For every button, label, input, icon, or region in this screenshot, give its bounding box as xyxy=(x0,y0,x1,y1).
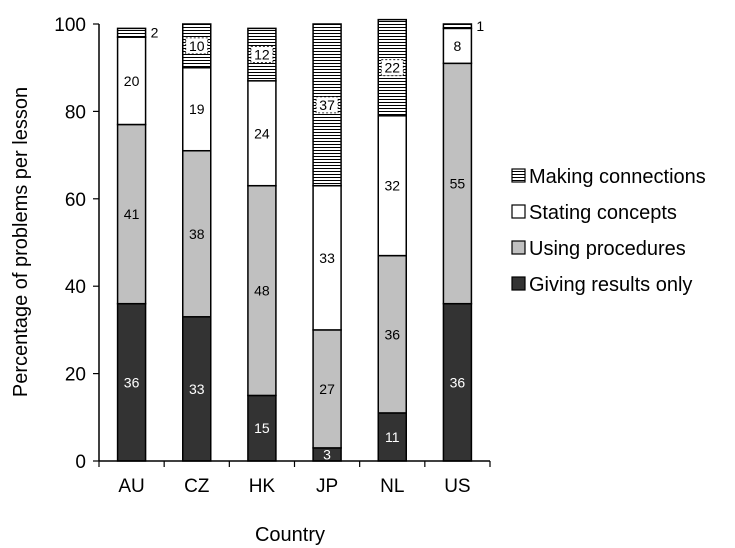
data-label: 36 xyxy=(384,326,400,342)
bar-segment xyxy=(312,329,342,449)
y-tick-label: 0 xyxy=(75,452,86,473)
bar-stack-au: 36 41 20 2 xyxy=(116,25,159,462)
data-label: 24 xyxy=(254,125,270,141)
bar-stack-nl: 11 36 32 22 xyxy=(377,18,407,462)
x-tick-label: NL xyxy=(380,476,404,497)
bar-segment xyxy=(247,394,277,462)
bar-segment xyxy=(182,149,212,318)
bars-layer: 36 41 20 2 33 38 19 10 15 48 24 12 3 27 33 37 11 36 32 22 36… xyxy=(116,18,484,462)
bar-segment xyxy=(312,184,342,331)
bar-segment xyxy=(247,184,277,397)
bar-segment xyxy=(442,62,473,305)
data-label: 22 xyxy=(384,60,400,76)
data-label: 37 xyxy=(319,97,335,113)
legend-swatch xyxy=(511,168,526,183)
bar-segment xyxy=(116,123,147,305)
data-label: 8 xyxy=(454,38,462,54)
bar-segment xyxy=(377,412,407,462)
bar-segment xyxy=(116,302,147,462)
legend-label: Making connections xyxy=(529,166,706,188)
data-label: 19 xyxy=(189,101,205,117)
y-tick-label: 100 xyxy=(54,15,86,36)
data-label: 55 xyxy=(450,176,466,192)
legend: Making connections Stating concepts Using … xyxy=(511,166,706,296)
y-tick-label: 60 xyxy=(65,190,86,211)
bar-segment xyxy=(442,27,473,65)
y-axis-title: Percentage of problems per lesson xyxy=(10,87,32,397)
bar-segment xyxy=(377,115,407,257)
bar-segment xyxy=(182,316,212,462)
data-label: 2 xyxy=(151,25,159,41)
data-label: 11 xyxy=(385,429,400,445)
data-label: 3 xyxy=(323,446,331,462)
data-label: 33 xyxy=(319,250,335,266)
data-label: 38 xyxy=(189,226,205,242)
x-tick-label: HK xyxy=(249,476,276,497)
x-tick-label: JP xyxy=(316,476,338,497)
bar-stack-us: 36 55 81 xyxy=(442,18,484,462)
bar-segment xyxy=(247,80,277,187)
data-label: 41 xyxy=(124,206,140,222)
legend-swatch xyxy=(511,204,526,219)
data-label: 12 xyxy=(254,47,270,63)
data-label: 33 xyxy=(189,381,205,397)
bar-segment xyxy=(442,23,473,30)
data-label: 15 xyxy=(254,420,270,436)
y-tick-label: 80 xyxy=(65,102,86,123)
data-label: 32 xyxy=(384,178,400,194)
legend-swatch xyxy=(511,240,526,255)
data-label: 27 xyxy=(319,381,335,397)
x-tick-label: AU xyxy=(118,476,144,497)
x-axis-title: Country xyxy=(255,524,325,546)
data-label: 36 xyxy=(450,374,466,390)
data-label: 10 xyxy=(189,38,205,54)
data-label-background xyxy=(185,37,209,55)
bar-stack-hk: 15 48 24 12 xyxy=(247,27,277,462)
bar-segment xyxy=(182,66,212,152)
legend-label: Stating concepts xyxy=(529,202,677,224)
data-label: 1 xyxy=(476,18,484,34)
bar-segment xyxy=(377,254,407,414)
data-label-background xyxy=(250,46,274,63)
y-tick-label: 40 xyxy=(65,277,86,298)
x-tick-label: US xyxy=(444,476,470,497)
data-label: 20 xyxy=(124,73,140,89)
bar-stack-cz: 33 38 19 10 xyxy=(182,23,212,462)
data-label: 48 xyxy=(254,283,270,299)
legend-label: Using procedures xyxy=(529,238,686,260)
x-tick-label: CZ xyxy=(184,476,210,497)
axes-layer: AU CZ HK JP NL US 0 20 40 60 80 100 xyxy=(54,15,491,497)
y-tick-label: 20 xyxy=(65,365,86,386)
data-label-background xyxy=(380,59,404,77)
data-label-background xyxy=(315,96,339,114)
bar-stack-jp: 3 27 33 37 xyxy=(312,23,342,462)
legend-swatch xyxy=(511,276,526,291)
data-label: 36 xyxy=(124,374,140,390)
legend-label: Giving results only xyxy=(529,274,692,296)
bar-segment xyxy=(116,27,147,38)
